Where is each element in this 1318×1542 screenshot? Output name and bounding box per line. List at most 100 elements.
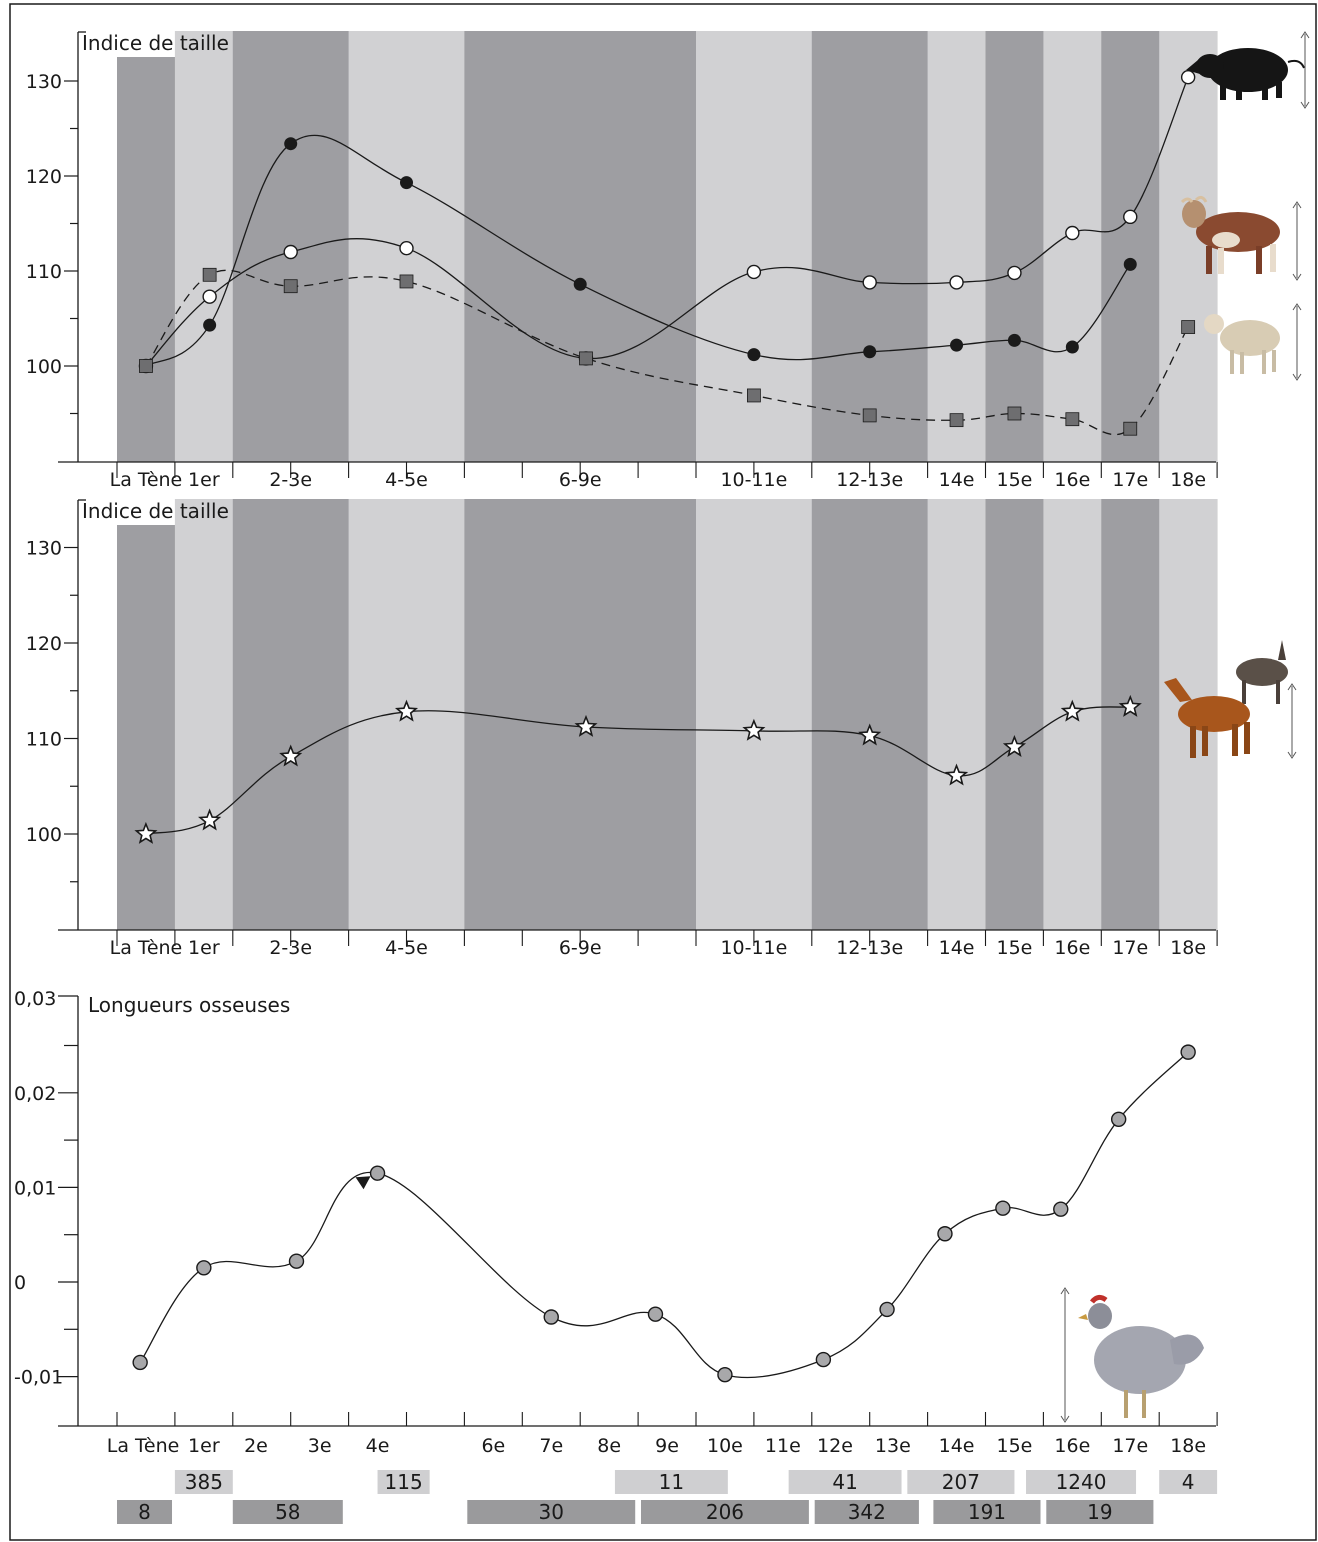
period-band [986, 31, 1044, 462]
x-tick-label: 14e [939, 469, 975, 491]
data-point [1181, 1045, 1195, 1059]
panel-title: Indice de taille [82, 499, 229, 523]
x-tick-labels: La Tène 1er 2-3e 4-5e 6-9e 10-11e 12-13e 14e 15e… [110, 937, 1206, 959]
data-point [1124, 258, 1137, 271]
data-point [1008, 407, 1021, 420]
x-tick-label: 13e [875, 1435, 911, 1457]
period-band [812, 31, 928, 462]
y-tick-label: 120 [26, 633, 62, 655]
data-point [950, 414, 963, 427]
data-point [880, 1302, 894, 1316]
x-tick-label: 11e [765, 1435, 801, 1457]
data-point [863, 409, 876, 422]
x-tick-labels: La Tène 1er 2-3e 4-5e 6-9e 10-11e 12-13e 14e 15e… [110, 469, 1206, 491]
data-point [938, 1227, 952, 1241]
period-band [928, 499, 986, 930]
data-point [284, 280, 297, 293]
data-point [284, 137, 297, 150]
y-tick-label: 0 [14, 1272, 26, 1294]
y-tick-label: 0,02 [14, 1083, 56, 1105]
panel-title: Longueurs osseuses [88, 993, 290, 1017]
x-tick-label: 4-5e [385, 937, 428, 959]
sample-count-label: 19 [1087, 1500, 1112, 1524]
x-tick-label: 6-9e [559, 469, 602, 491]
x-tick-label: 15e [997, 1435, 1033, 1457]
panel-equids: 100 110 120 130 Indice de taille La Tène 1er… [26, 499, 1296, 959]
y-tick-label: 100 [26, 356, 62, 378]
data-point [133, 1355, 147, 1369]
x-tick-label: 16e [1054, 1435, 1090, 1457]
data-point [203, 290, 216, 303]
x-tick-label: 18e [1170, 469, 1206, 491]
x-tick-label: 2-3e [269, 469, 312, 491]
period-band [175, 499, 233, 930]
x-tick-label: La Tène [110, 469, 183, 491]
data-point [1066, 413, 1079, 426]
period-band [464, 31, 696, 462]
series-line [140, 1052, 1188, 1377]
x-tick-label: 12e [817, 1435, 853, 1457]
period-band [117, 525, 175, 930]
period-band [696, 499, 812, 930]
sheep-range-arrow [1293, 304, 1301, 380]
series-chicken [133, 1045, 1195, 1382]
sample-count-label: 1240 [1056, 1470, 1107, 1494]
x-tick-label: 10-11e [720, 937, 787, 959]
data-point [1066, 341, 1079, 354]
data-point [400, 176, 413, 189]
period-band [233, 499, 349, 930]
y-tick-label: 0,03 [14, 988, 56, 1010]
x-tick-label: 17e [1112, 469, 1148, 491]
data-point [1112, 1112, 1126, 1126]
sample-count-label: 191 [968, 1500, 1006, 1524]
y-tick-label: 0,01 [14, 1177, 56, 1199]
y-tick-label: 110 [26, 729, 62, 751]
x-tick-label: 12-13e [836, 937, 903, 959]
data-point [400, 275, 413, 288]
sample-count-label: 115 [385, 1470, 423, 1494]
y-tick-label: 130 [26, 71, 62, 93]
data-point [863, 276, 876, 289]
data-point [579, 352, 592, 365]
x-tick-label: 9e [655, 1435, 679, 1457]
data-point [203, 319, 216, 332]
x-tick-label: 6e [481, 1435, 505, 1457]
x-tick-label: 17e [1112, 1435, 1148, 1457]
data-point [863, 345, 876, 358]
data-point [950, 339, 963, 352]
data-point [1182, 71, 1195, 84]
period-band [117, 57, 175, 462]
data-point [1008, 266, 1021, 279]
period-band [1101, 499, 1159, 930]
data-point [747, 265, 760, 278]
data-point [950, 276, 963, 289]
data-point [1124, 422, 1137, 435]
series-layer [133, 1045, 1195, 1382]
y-tick-label: -0,01 [14, 1367, 63, 1389]
axes: -0,01 0 0,01 0,02 0,03 [14, 988, 1217, 1426]
arrow-head [356, 1176, 371, 1189]
x-tick-label: La Tène [110, 937, 183, 959]
x-tick-label: 10e [707, 1435, 743, 1457]
panel-title: Indice de taille [82, 31, 229, 55]
panel-chicken: -0,01 0 0,01 0,02 0,03 Longueurs osseuses La… [14, 988, 1217, 1524]
sample-count-label: 342 [848, 1500, 886, 1524]
x-tick-label: 2-3e [269, 937, 312, 959]
data-point [139, 360, 152, 373]
y-tick-label: 100 [26, 824, 62, 846]
data-point [747, 389, 760, 402]
data-point [544, 1310, 558, 1324]
data-point [203, 268, 216, 281]
data-point [816, 1353, 830, 1367]
sample-count-label: 11 [659, 1470, 684, 1494]
x-tick-label: 10-11e [720, 469, 787, 491]
pig-range-arrow [1301, 32, 1309, 108]
data-point [289, 1254, 303, 1268]
data-point [574, 278, 587, 291]
data-point [1008, 334, 1021, 347]
sample-count-label: 30 [539, 1500, 564, 1524]
chicken-icon [1078, 1297, 1204, 1418]
data-point [197, 1261, 211, 1275]
x-tick-label: 17e [1112, 937, 1148, 959]
